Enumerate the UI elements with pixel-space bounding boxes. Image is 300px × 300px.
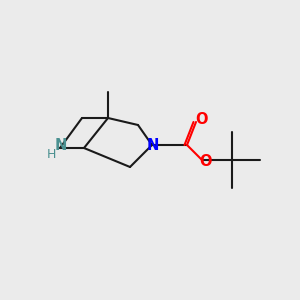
- Text: O: O: [195, 112, 207, 128]
- Text: N: N: [55, 139, 67, 154]
- Text: N: N: [147, 137, 159, 152]
- Text: H: H: [46, 148, 56, 161]
- Text: O: O: [199, 154, 211, 169]
